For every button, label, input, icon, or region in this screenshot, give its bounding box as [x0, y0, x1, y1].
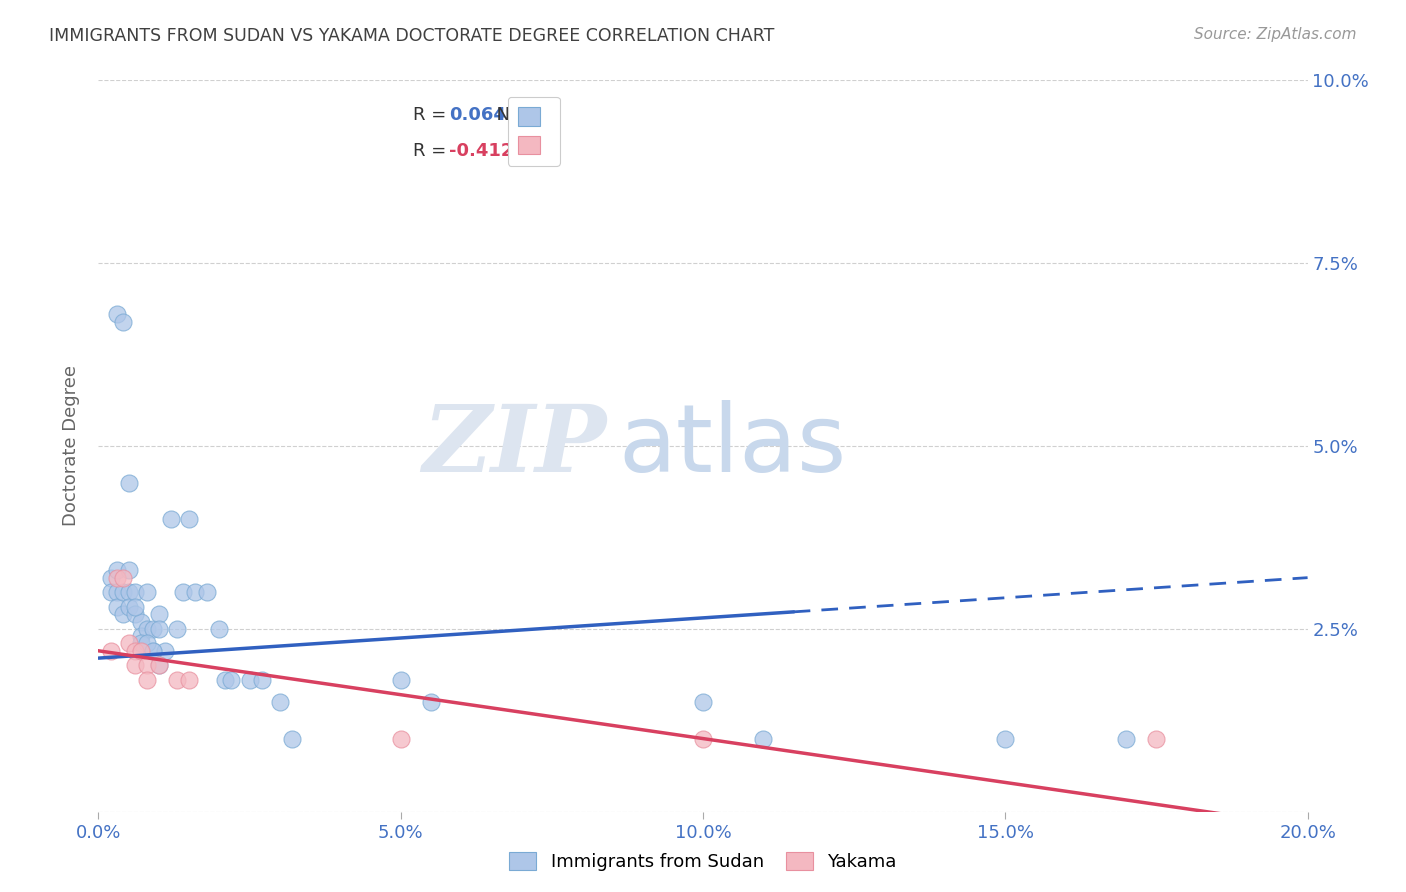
Text: Source: ZipAtlas.com: Source: ZipAtlas.com	[1194, 27, 1357, 42]
Point	[135, 585, 157, 599]
Point	[135, 622, 157, 636]
Text: 15: 15	[537, 143, 562, 161]
Point	[420, 695, 443, 709]
Point	[160, 512, 183, 526]
Point	[148, 607, 170, 622]
Point	[142, 622, 165, 636]
Point	[124, 599, 146, 614]
Text: ZIP: ZIP	[422, 401, 606, 491]
Point	[184, 585, 207, 599]
Point	[100, 585, 122, 599]
Point	[111, 607, 134, 622]
Text: 0.064: 0.064	[449, 106, 506, 124]
Point	[692, 731, 714, 746]
Point	[148, 622, 170, 636]
Point	[148, 658, 170, 673]
Point	[195, 585, 218, 599]
Point	[179, 673, 201, 687]
Point	[153, 644, 176, 658]
Legend: , : ,	[508, 96, 560, 166]
Point	[166, 622, 188, 636]
Point	[124, 658, 146, 673]
Point	[135, 658, 157, 673]
Point	[214, 673, 236, 687]
Point	[389, 731, 412, 746]
Point	[105, 599, 128, 614]
Text: N =: N =	[498, 143, 548, 161]
Point	[100, 571, 122, 585]
Point	[250, 673, 273, 687]
Point	[111, 571, 134, 585]
Point	[129, 644, 152, 658]
Text: N =: N =	[485, 106, 537, 124]
Point	[221, 673, 243, 687]
Y-axis label: Doctorate Degree: Doctorate Degree	[62, 366, 80, 526]
Text: atlas: atlas	[619, 400, 846, 492]
Point	[269, 695, 291, 709]
Point	[166, 673, 188, 687]
Point	[100, 644, 122, 658]
Point	[118, 563, 141, 577]
Point	[142, 644, 165, 658]
Point	[389, 673, 412, 687]
Point	[148, 658, 170, 673]
Point	[172, 585, 194, 599]
Point	[118, 636, 141, 650]
Point	[124, 607, 146, 622]
Point	[135, 636, 157, 650]
Point	[281, 731, 304, 746]
Point	[692, 695, 714, 709]
Point	[118, 475, 141, 490]
Point	[105, 307, 128, 321]
Point	[1144, 731, 1167, 746]
Point	[124, 644, 146, 658]
Point	[994, 731, 1017, 746]
Text: 48: 48	[526, 106, 550, 124]
Text: R =: R =	[413, 143, 451, 161]
Point	[111, 585, 134, 599]
Point	[179, 512, 201, 526]
Point	[129, 615, 152, 629]
Point	[239, 673, 262, 687]
Point	[208, 622, 231, 636]
Point	[118, 599, 141, 614]
Text: IMMIGRANTS FROM SUDAN VS YAKAMA DOCTORATE DEGREE CORRELATION CHART: IMMIGRANTS FROM SUDAN VS YAKAMA DOCTORAT…	[49, 27, 775, 45]
Point	[124, 585, 146, 599]
Point	[111, 315, 134, 329]
Point	[1115, 731, 1137, 746]
Text: -0.412: -0.412	[449, 143, 513, 161]
Point	[129, 629, 152, 643]
Point	[752, 731, 775, 746]
Text: R =: R =	[413, 106, 451, 124]
Point	[118, 585, 141, 599]
Point	[129, 636, 152, 650]
Legend: Immigrants from Sudan, Yakama: Immigrants from Sudan, Yakama	[502, 845, 904, 879]
Point	[105, 571, 128, 585]
Point	[142, 644, 165, 658]
Point	[105, 563, 128, 577]
Point	[105, 585, 128, 599]
Point	[135, 673, 157, 687]
